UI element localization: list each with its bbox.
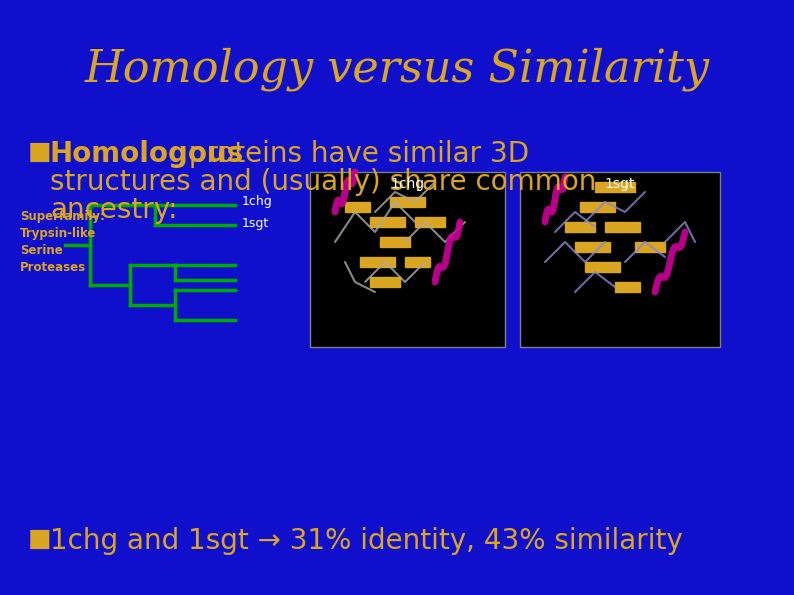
Text: structures and (usually) share common: structures and (usually) share common	[50, 168, 596, 196]
Text: 1sgt: 1sgt	[242, 217, 269, 230]
Bar	[520, 172, 720, 347]
Polygon shape	[405, 257, 430, 267]
Polygon shape	[595, 182, 635, 192]
Text: Homologous: Homologous	[50, 140, 245, 168]
Polygon shape	[415, 217, 445, 227]
Text: 1chg and 1sgt → 31% identity, 43% similarity: 1chg and 1sgt → 31% identity, 43% simila…	[50, 527, 683, 555]
Polygon shape	[575, 242, 610, 252]
Polygon shape	[565, 222, 595, 232]
Polygon shape	[345, 202, 370, 212]
Text: ■: ■	[28, 140, 52, 164]
Text: ■: ■	[28, 527, 52, 551]
Text: proteins have similar 3D: proteins have similar 3D	[180, 140, 529, 168]
Text: 1chg: 1chg	[242, 196, 273, 208]
Polygon shape	[360, 257, 395, 267]
Text: 1chg: 1chg	[391, 177, 425, 191]
Bar	[310, 172, 505, 347]
Text: Homology versus Similarity: Homology versus Similarity	[84, 47, 710, 90]
Polygon shape	[370, 277, 400, 287]
Polygon shape	[390, 197, 425, 207]
Polygon shape	[585, 262, 620, 272]
Polygon shape	[380, 237, 410, 247]
Text: ancestry:: ancestry:	[50, 196, 178, 224]
Polygon shape	[635, 242, 665, 252]
Polygon shape	[605, 222, 640, 232]
Text: 1sgt: 1sgt	[605, 177, 635, 191]
Polygon shape	[370, 217, 405, 227]
Text: Superfamily:
Trypsin-like
Serine
Proteases: Superfamily: Trypsin-like Serine Proteas…	[20, 210, 105, 274]
Polygon shape	[615, 282, 640, 292]
Polygon shape	[580, 202, 615, 212]
